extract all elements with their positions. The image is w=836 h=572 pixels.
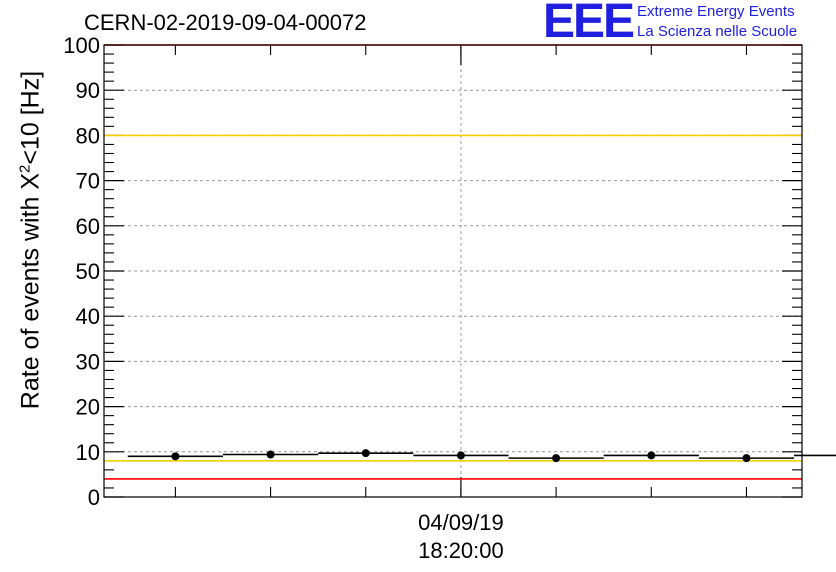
plot-frame [103,44,803,498]
logo-line-1: Extreme Energy Events [637,3,795,20]
data-point [266,450,275,459]
y-tick-label: 0 [88,485,100,510]
y-axis-label-main: Rate of events with X [16,172,45,410]
grid-lines [104,45,802,497]
data-point [742,454,751,463]
y-tick-labels: 0 10 20 30 40 50 60 70 80 90 100 [63,33,100,510]
y-tick-label: 40 [76,304,100,329]
data-point [552,454,561,463]
data-point [361,449,370,458]
y-tick-label: 100 [63,33,100,58]
data-point [456,451,465,460]
y-tick-label: 20 [76,395,100,420]
x-tick-time-label: 18:20:00 [418,538,504,563]
y-tick-label: 90 [76,78,100,103]
run-title: CERN-02-2019-09-04-00072 [84,10,367,35]
y-tick-label: 60 [76,214,100,239]
x-tick-date-label: 04/09/19 [418,510,504,535]
data-point [171,452,180,461]
y-tick-label: 10 [76,440,100,465]
y-tick-label: 70 [76,169,100,194]
logo-mark: EEE [543,0,635,48]
eee-logo: EEE Extreme Energy Events La Scienza nel… [543,0,833,48]
logo-line-2: La Scienza nelle Scuole [637,23,798,40]
data-point [647,451,656,460]
reference-lines [104,44,802,480]
data-points [127,449,836,463]
y-axis-label-sup: 2 [16,164,34,173]
y-tick-label: 30 [76,349,100,374]
y-tick-label: 50 [76,259,100,284]
y-tick-label: 80 [76,123,100,148]
y-axis-label-tail: <10 [Hz] [16,70,45,165]
y-axis-label: Rate of events with X2<10 [Hz] [16,71,45,409]
